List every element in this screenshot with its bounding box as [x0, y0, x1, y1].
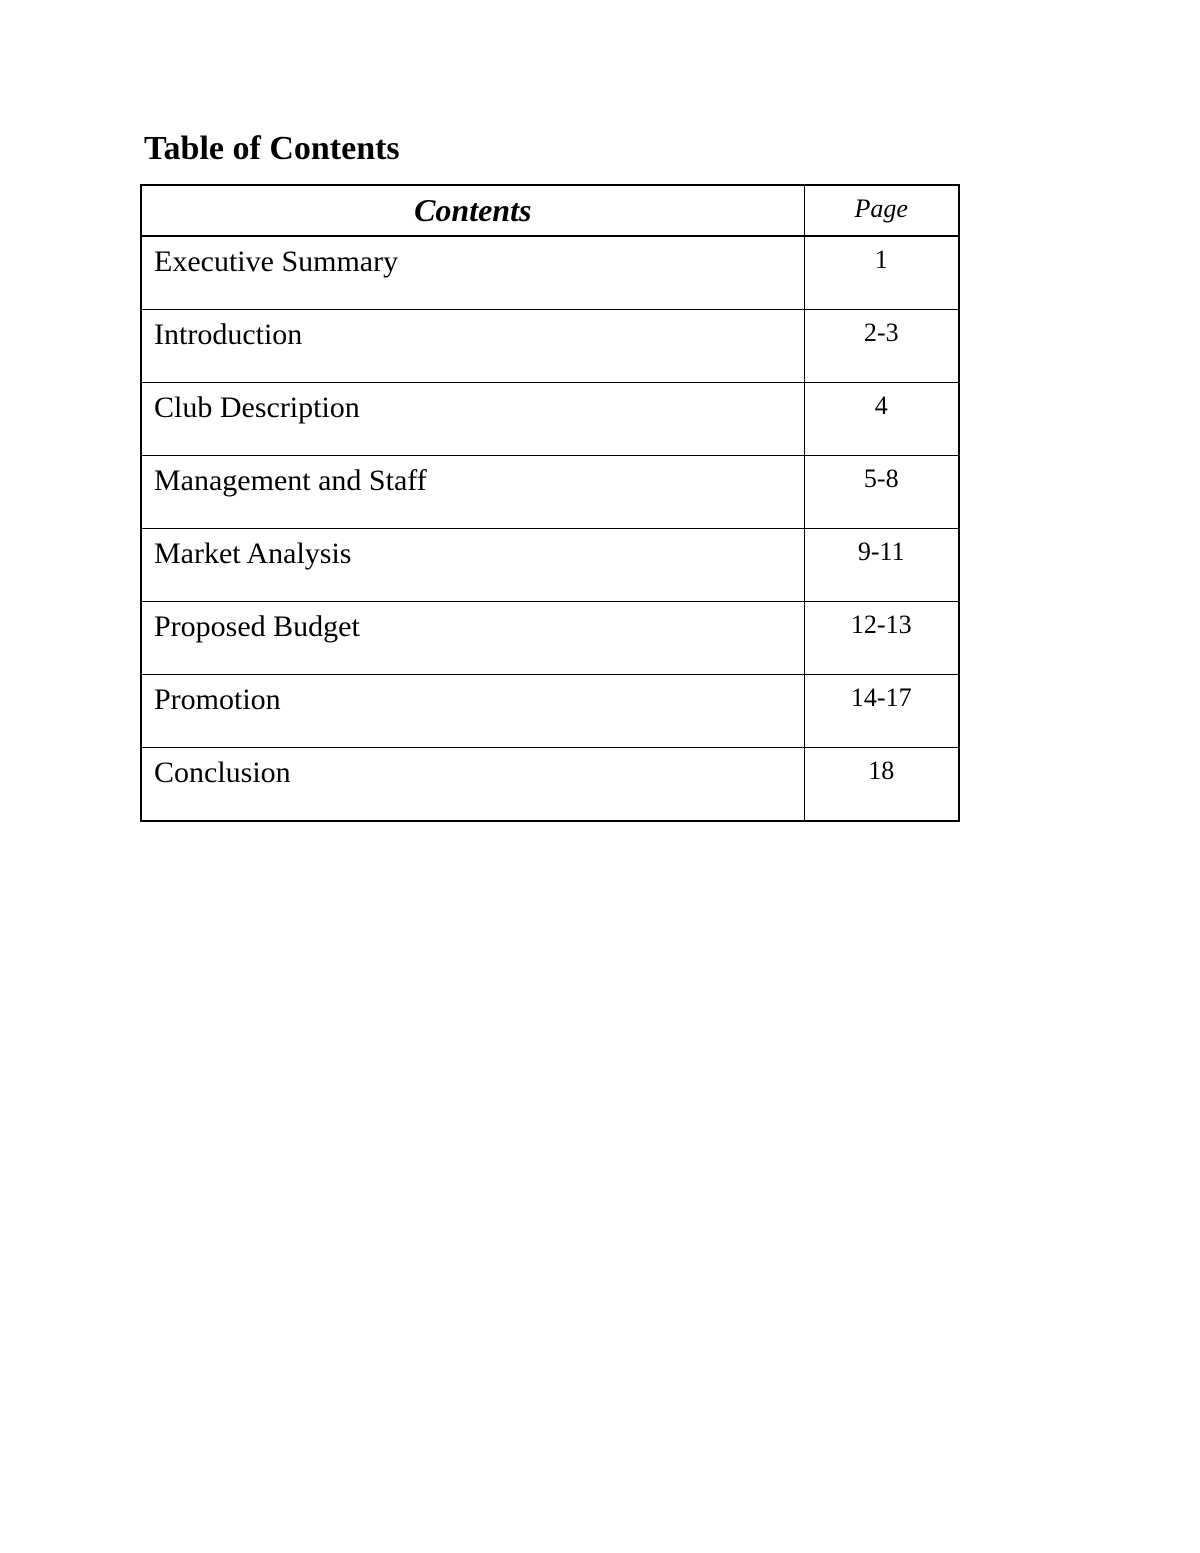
content-cell: Market Analysis	[141, 529, 804, 602]
table-row: Market Analysis 9-11	[141, 529, 959, 602]
page-cell: 2-3	[804, 310, 959, 383]
page-cell: 18	[804, 748, 959, 822]
page-cell: 5-8	[804, 456, 959, 529]
page-cell: 12-13	[804, 602, 959, 675]
content-cell: Introduction	[141, 310, 804, 383]
contents-column-header: Contents	[141, 185, 804, 236]
table-row: Conclusion 18	[141, 748, 959, 822]
table-row: Club Description 4	[141, 383, 959, 456]
toc-table: Contents Page Executive Summary 1 Introd…	[140, 184, 960, 822]
content-cell: Promotion	[141, 675, 804, 748]
content-cell: Executive Summary	[141, 236, 804, 310]
page-container: Table of Contents Contents Page Executiv…	[0, 0, 1200, 822]
page-column-header: Page	[804, 185, 959, 236]
page-cell: 14-17	[804, 675, 959, 748]
table-row: Executive Summary 1	[141, 236, 959, 310]
content-cell: Club Description	[141, 383, 804, 456]
page-cell: 9-11	[804, 529, 959, 602]
page-cell: 4	[804, 383, 959, 456]
table-row: Introduction 2-3	[141, 310, 959, 383]
page-cell: 1	[804, 236, 959, 310]
content-cell: Proposed Budget	[141, 602, 804, 675]
content-cell: Conclusion	[141, 748, 804, 822]
table-row: Promotion 14-17	[141, 675, 959, 748]
content-cell: Management and Staff	[141, 456, 804, 529]
table-row: Proposed Budget 12-13	[141, 602, 959, 675]
table-row: Management and Staff 5-8	[141, 456, 959, 529]
table-header-row: Contents Page	[141, 185, 959, 236]
page-title: Table of Contents	[144, 130, 1060, 168]
